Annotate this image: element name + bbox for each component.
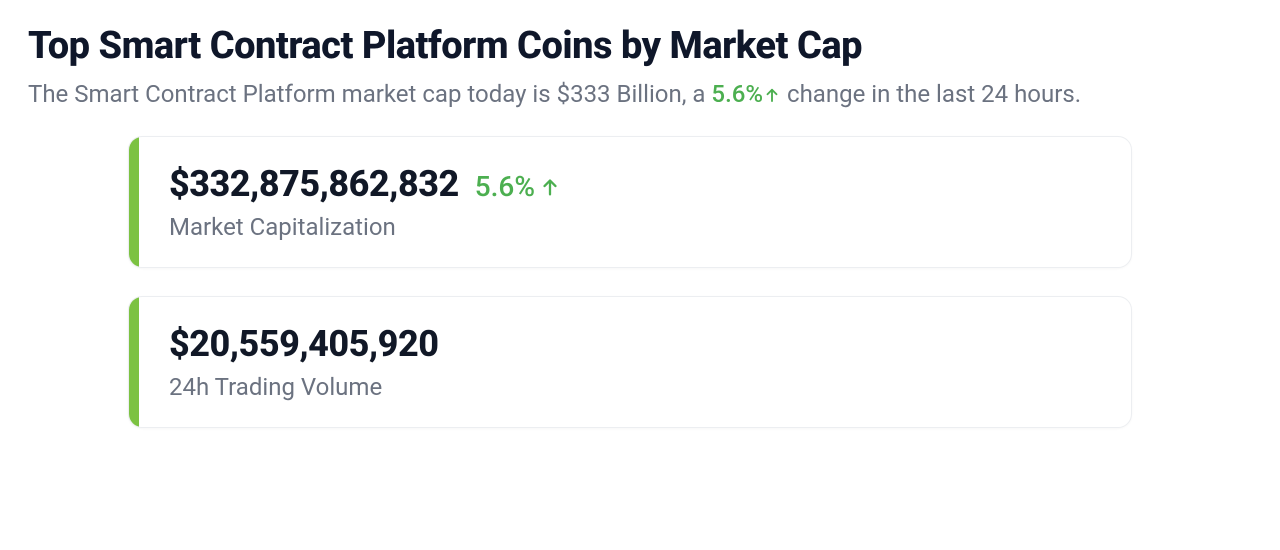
arrow-up-icon bbox=[763, 86, 781, 104]
trading-volume-card: $20,559,405,920 24h Trading Volume bbox=[128, 296, 1132, 428]
subtitle-prefix: The Smart Contract Platform market cap t… bbox=[28, 80, 711, 108]
market-cap-value: $332,875,862,832 bbox=[169, 163, 459, 205]
subtitle-change: 5.6% bbox=[711, 80, 787, 108]
page-subtitle: The Smart Contract Platform market cap t… bbox=[28, 80, 1252, 108]
subtitle-suffix: change in the last 24 hours. bbox=[787, 80, 1081, 108]
arrow-up-icon bbox=[539, 176, 561, 198]
card-accent-bar bbox=[129, 137, 139, 267]
subtitle-change-pct: 5.6% bbox=[711, 80, 763, 108]
market-cap-change: 5.6% bbox=[475, 170, 561, 203]
card-accent-bar bbox=[129, 297, 139, 427]
market-cap-card: $332,875,862,832 5.6% Market Capitalizat… bbox=[128, 136, 1132, 268]
stat-cards: $332,875,862,832 5.6% Market Capitalizat… bbox=[28, 136, 1252, 428]
page-title: Top Smart Contract Platform Coins by Mar… bbox=[28, 24, 1252, 68]
market-cap-label: Market Capitalization bbox=[169, 213, 1097, 241]
trading-volume-value: $20,559,405,920 bbox=[169, 323, 438, 365]
market-cap-change-pct: 5.6% bbox=[475, 170, 535, 203]
trading-volume-label: 24h Trading Volume bbox=[169, 373, 1097, 401]
